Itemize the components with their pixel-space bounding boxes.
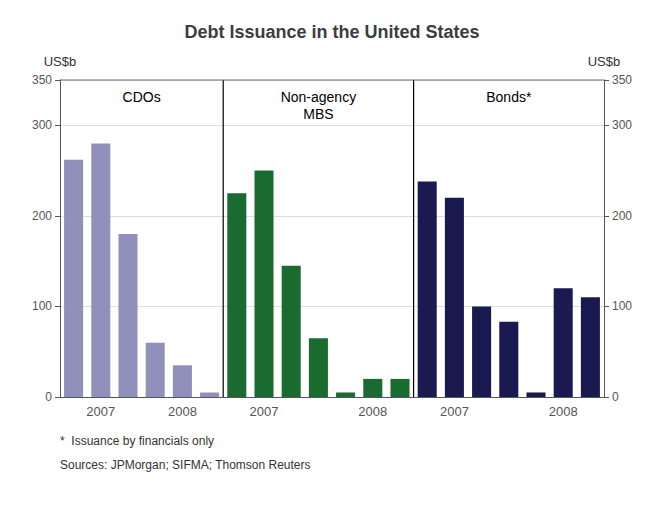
svg-text:100: 100 [612,299,632,313]
svg-text:* Issuance by financials only: * Issuance by financials only [60,434,214,448]
svg-text:Bonds*: Bonds* [486,89,532,105]
svg-text:200: 200 [612,209,632,223]
svg-text:300: 300 [612,118,632,132]
svg-text:Non-agency: Non-agency [281,89,357,105]
svg-text:0: 0 [45,390,52,404]
svg-text:350: 350 [32,73,52,87]
svg-text:2008: 2008 [168,404,197,419]
svg-text:2007: 2007 [86,404,115,419]
svg-text:2008: 2008 [549,404,578,419]
svg-text:Sources: JPMorgan; SIFMA; Thom: Sources: JPMorgan; SIFMA; Thomson Reuter… [60,458,311,472]
svg-text:0: 0 [612,390,619,404]
svg-text:US$b: US$b [44,54,77,69]
svg-text:2007: 2007 [250,404,279,419]
svg-text:300: 300 [32,118,52,132]
svg-text:200: 200 [32,209,52,223]
svg-text:2008: 2008 [358,404,387,419]
svg-text:Debt Issuance in the United St: Debt Issuance in the United States [184,22,479,42]
svg-text:2007: 2007 [440,404,469,419]
svg-text:MBS: MBS [303,106,333,122]
svg-text:CDOs: CDOs [123,89,161,105]
svg-text:350: 350 [612,73,632,87]
svg-text:US$b: US$b [588,54,621,69]
svg-text:100: 100 [32,299,52,313]
